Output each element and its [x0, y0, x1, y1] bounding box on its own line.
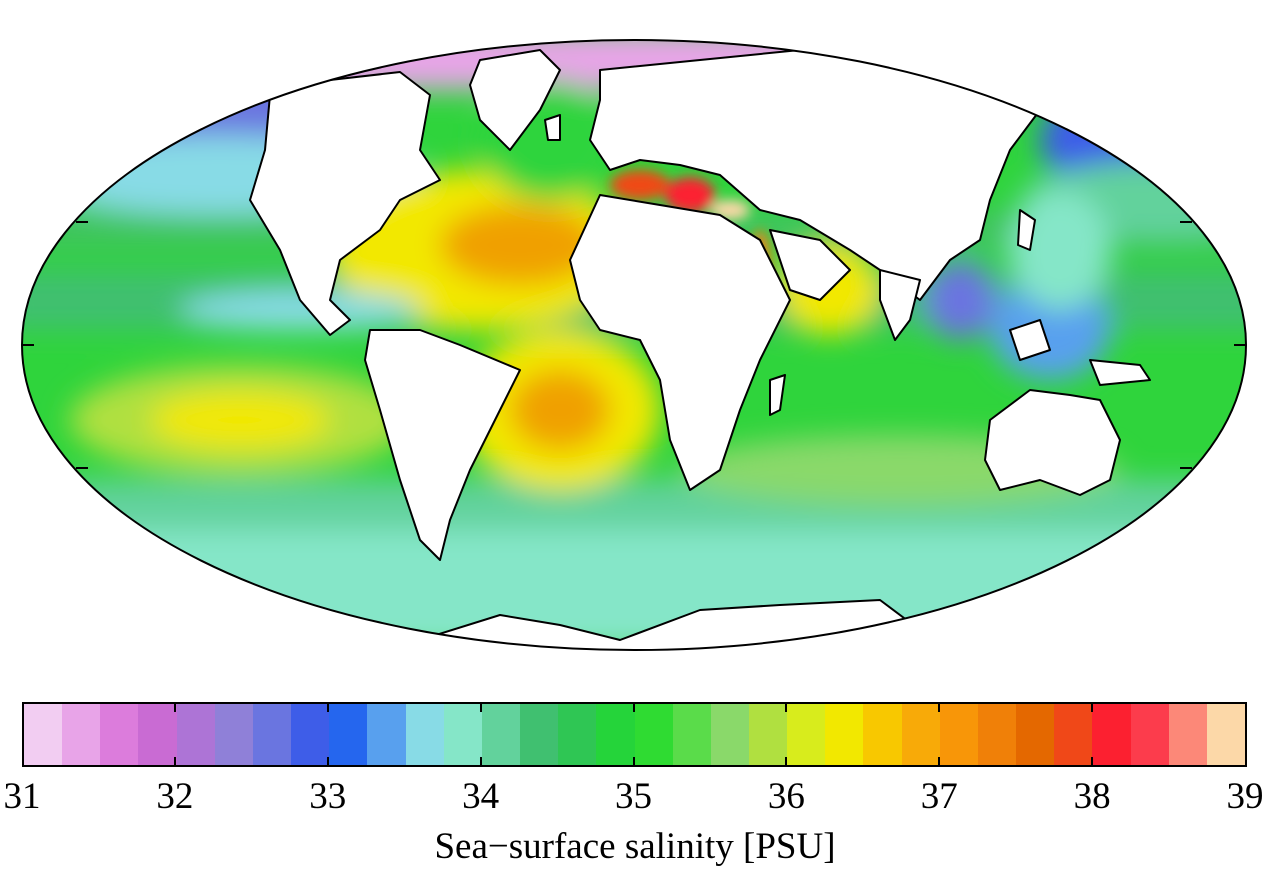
- colorbar-swatch: [1168, 704, 1207, 765]
- colorbar-swatch: [481, 704, 521, 765]
- colorbar-swatch: [405, 704, 444, 765]
- colorbar-swatch: [62, 704, 101, 765]
- colorbar-swatch: [329, 704, 368, 765]
- colorbar-swatch: [520, 704, 559, 765]
- colorbar-swatch: [1092, 704, 1131, 765]
- colorbar-swatch: [443, 704, 482, 765]
- map-ticks: [22, 221, 1246, 469]
- colorbar: [22, 702, 1247, 767]
- colorbar-swatch: [634, 704, 673, 765]
- colorbar-swatch: [214, 704, 253, 765]
- colorbar-swatch: [138, 704, 177, 765]
- tick-label: 34: [462, 776, 500, 817]
- colorbar-swatch: [977, 704, 1017, 765]
- colorbar-swatch: [1130, 704, 1169, 765]
- tick-label: 33: [309, 776, 347, 817]
- continents: [249, 49, 1151, 650]
- tick-label: 32: [156, 776, 194, 817]
- colorbar-swatch: [787, 704, 826, 765]
- tick-label: 36: [767, 776, 805, 817]
- colorbar-swatch: [939, 704, 978, 765]
- colorbar-swatch: [291, 704, 330, 765]
- tick-label: 38: [1073, 776, 1111, 817]
- colorbar-swatch: [710, 704, 749, 765]
- colorbar-swatch: [367, 704, 406, 765]
- colorbar-swatch: [24, 704, 63, 765]
- colorbar-swatch: [901, 704, 940, 765]
- colorbar-swatch: [558, 704, 597, 765]
- mollweide-map-svg: [21, 39, 1247, 651]
- colorbar-swatch: [1206, 704, 1245, 765]
- colorbar-swatch: [1054, 704, 1093, 765]
- colorbar-label: Sea−surface salinity [PSU]: [434, 826, 836, 867]
- ocean-field: [22, 40, 1246, 650]
- colorbar-swatch: [748, 704, 788, 765]
- colorbar-swatch: [672, 704, 711, 765]
- salinity-map: [21, 39, 1247, 651]
- colorbar-swatch: [863, 704, 902, 765]
- tick-label: 37: [920, 776, 958, 817]
- colorbar-swatch: [825, 704, 864, 765]
- colorbar-swatch: [596, 704, 635, 765]
- tick-label: 39: [1226, 776, 1264, 817]
- colorbar-swatch: [100, 704, 139, 765]
- colorbar-swatch: [176, 704, 215, 765]
- tick-label: 35: [615, 776, 652, 817]
- colorbar-swatch: [1016, 704, 1055, 765]
- tick-label: 31: [3, 776, 41, 817]
- colorbar-swatch: [252, 704, 292, 765]
